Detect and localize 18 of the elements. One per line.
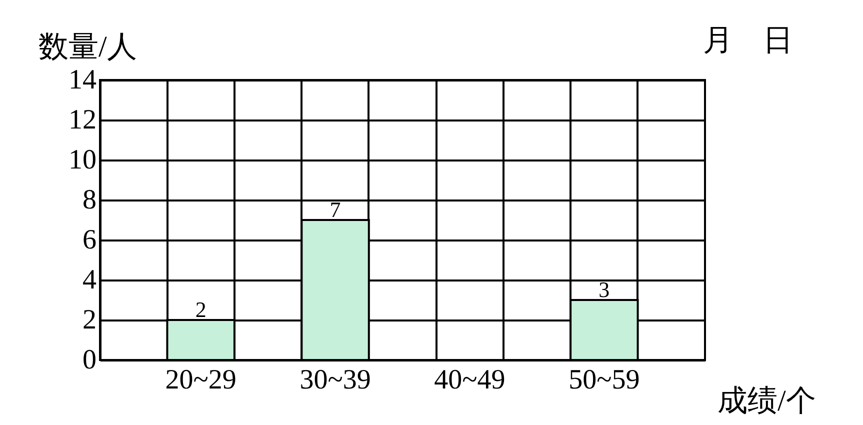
x-axis-title: 成绩/个 bbox=[718, 384, 816, 418]
y-tick-label: 0 bbox=[82, 344, 96, 376]
x-tick-label: 40~49 bbox=[434, 364, 506, 396]
y-tick-label: 12 bbox=[68, 104, 96, 136]
y-tick-label: 8 bbox=[82, 184, 96, 216]
text: 月 日 bbox=[703, 24, 793, 57]
y-tick-label: 6 bbox=[82, 224, 96, 256]
data-label: 3 bbox=[598, 277, 610, 302]
y-tick-label: 10 bbox=[68, 144, 96, 176]
y-axis-title: 数量/人 bbox=[38, 30, 137, 64]
y-tick-label: 4 bbox=[82, 264, 96, 296]
y-tick-label: 2 bbox=[82, 304, 96, 336]
y-tick-label: 14 bbox=[68, 64, 96, 96]
data-label: 2 bbox=[195, 297, 206, 322]
data-label: 7 bbox=[330, 197, 341, 222]
x-tick-label: 30~39 bbox=[300, 364, 371, 396]
x-tick-label: 20~29 bbox=[165, 364, 236, 396]
x-tick-label: 50~59 bbox=[568, 364, 640, 396]
